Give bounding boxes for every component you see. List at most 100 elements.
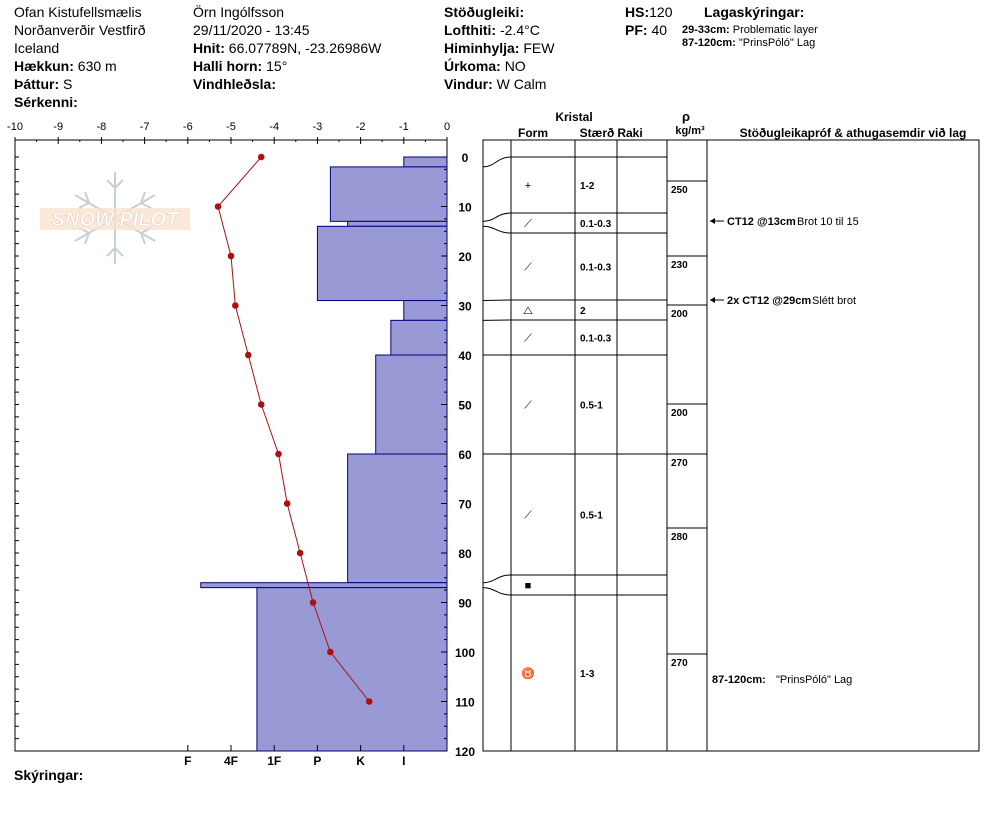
depth-tick-label: 10 (458, 201, 472, 215)
temp-tick-label: -5 (226, 121, 236, 133)
depth-tick-label: 70 (458, 498, 472, 512)
temperature-point (296, 549, 304, 557)
layer-notes-title: Lagaskýringar: (704, 4, 805, 20)
temp-tick-label: -7 (140, 121, 150, 133)
depth-tick-label: 50 (458, 399, 472, 413)
depth-tick-label: 100 (455, 646, 475, 660)
wind-loading: Vindhleðsla: (193, 76, 276, 92)
hardness-bar (375, 354, 448, 455)
kristal-header: Kristal (555, 110, 592, 124)
density-symbol: ρ (682, 109, 690, 124)
hardness-bar (316, 225, 448, 302)
features: Sérkenni: (14, 94, 78, 110)
observer-name: Örn Ingólfsson (193, 4, 285, 20)
grain-size: 0.1-0.3 (580, 219, 612, 230)
depth-tick-label: 40 (458, 349, 472, 363)
grain-form-symbol: ⟋ (524, 510, 532, 522)
svg-text:SNOW PILOT: SNOW PILOT (52, 209, 180, 231)
depth-tick-label: 90 (458, 597, 472, 611)
layer-connector (482, 574, 512, 584)
stability: Stöðugleiki: (444, 4, 525, 20)
temp-tick-label: -1 (399, 121, 409, 133)
temp-tick-label: -9 (53, 121, 63, 133)
hardness-bar (403, 300, 448, 321)
depth-tick-label: 60 (458, 448, 472, 462)
layer-comment-text: "PrinsPóló" Lag (776, 674, 852, 686)
grain-size: 2 (580, 306, 586, 317)
table-frame (482, 139, 980, 752)
aspect: Þáttur: S (14, 76, 73, 92)
hardness-bar (347, 453, 448, 584)
hardness-bar (256, 587, 448, 752)
precipitation: Úrkoma: NO (444, 58, 526, 74)
depth-tick-label: 0 (462, 151, 469, 165)
country-name: Iceland (14, 40, 60, 56)
grain-form-symbol: + (525, 180, 531, 192)
temp-tick-label: -3 (313, 121, 323, 133)
temperature-point (227, 252, 235, 260)
form-header: Form (518, 126, 548, 140)
depth-tick-label: 20 (458, 250, 472, 264)
layer-connector (482, 299, 512, 302)
grain-form-symbol: ⟋ (524, 400, 532, 412)
grain-form-symbol: ⧍ (523, 305, 533, 317)
slope-angle: Halli horn: 15° (193, 58, 288, 74)
foot-penetration: PF: 40 (625, 22, 668, 38)
depth-tick-label: 80 (458, 547, 472, 561)
grain-form-symbol: ♉ (521, 667, 535, 680)
temperature-point (283, 500, 291, 507)
temperature-point (257, 401, 265, 408)
hardness-label: F (184, 754, 191, 768)
test-arrow-head (710, 297, 715, 303)
temp-tick-label: -4 (269, 121, 279, 133)
test-label: CT12 @13cm (727, 216, 796, 228)
hardness-label: I (402, 754, 405, 768)
hardness-label: K (356, 754, 365, 768)
test-arrow-head (710, 218, 715, 224)
elevation: Hækkun: 630 m (14, 58, 117, 74)
temperature-point (309, 599, 317, 606)
test-label: 2x CT12 @29cm (727, 295, 811, 307)
hardness-bar (347, 220, 448, 227)
density-value: 200 (671, 309, 688, 320)
region-name: Norðanverðir Vestfirð (14, 22, 146, 38)
temperature-point (275, 450, 282, 458)
layer-connector (482, 156, 512, 168)
temperature-line (217, 156, 370, 702)
moisture-header: Raki (617, 126, 642, 140)
grain-form-symbol: ⟋ (524, 218, 532, 230)
layer-note-2: 87-120cm: "PrinsPóló" Lag (682, 37, 816, 49)
grain-size: 0.5-1 (580, 401, 603, 412)
hardness-bar (403, 156, 448, 168)
layer-note-1: 29-33cm: Problematic layer (682, 24, 818, 36)
layer-connector (482, 212, 512, 222)
temperature-point (365, 698, 373, 705)
density-unit: kg/m³ (675, 125, 705, 137)
test-comment: Brot 10 til 15 (797, 216, 859, 228)
density-value: 270 (671, 458, 688, 469)
density-value: 200 (671, 408, 688, 419)
footer-notes: Skýringar: (14, 767, 84, 783)
density-value: 230 (671, 260, 688, 271)
hardness-bar (390, 319, 448, 356)
temperature-point (244, 351, 252, 359)
temperature-point (327, 648, 334, 656)
grain-size: 0.1-0.3 (580, 263, 612, 274)
size-header: Stærð (580, 126, 615, 140)
grain-size: 0.1-0.3 (580, 334, 612, 345)
temp-tick-label: 0 (444, 121, 450, 133)
density-value: 250 (671, 185, 688, 196)
hardness-label: 1F (267, 754, 281, 768)
depth-tick-label: 30 (458, 300, 472, 314)
layer-connector (482, 587, 512, 596)
snow-height: HS:120 (625, 4, 673, 20)
comments-header: Stöðugleikapróf & athugasemdir við lag (740, 126, 967, 140)
density-value: 270 (671, 658, 688, 669)
layer-comment-range: 87-120cm: (712, 674, 766, 686)
temperature-point (232, 302, 239, 309)
depth-tick-label: 120 (455, 745, 475, 759)
coordinates: Hnit: 66.07789N, -23.26986W (193, 40, 382, 56)
snowpilot-logo: SNOW PILOT (40, 172, 190, 264)
temp-tick-label: -10 (7, 121, 23, 133)
